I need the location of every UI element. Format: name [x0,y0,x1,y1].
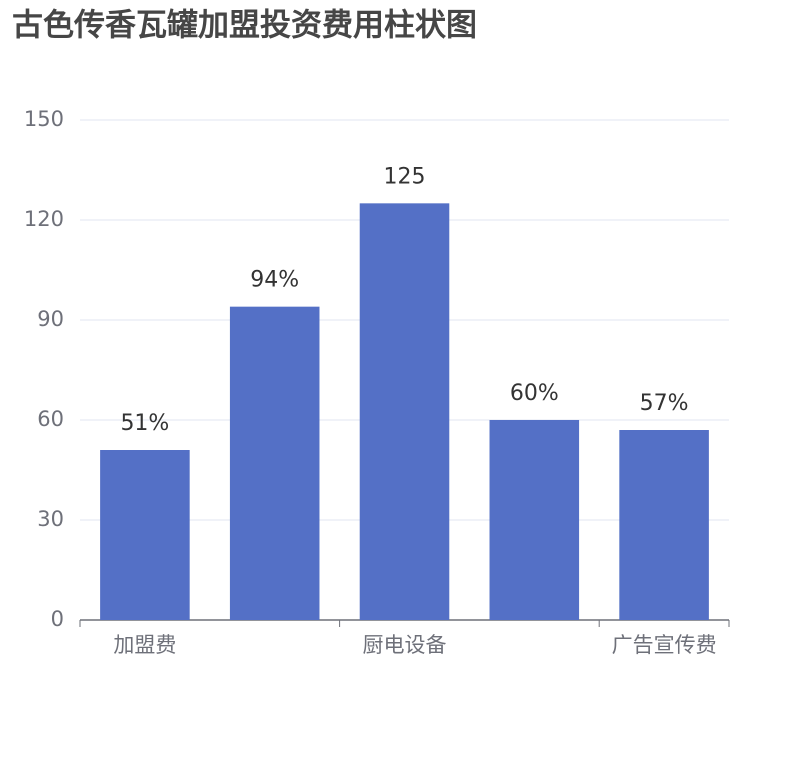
bar [489,420,580,620]
x-tick-label: 广告宣传费 [612,633,717,657]
y-tick-label: 30 [37,507,64,531]
y-tick-label: 0 [51,607,64,631]
value-label: 51% [120,411,169,436]
bar [100,450,190,620]
bar [619,430,709,620]
bar [229,306,320,620]
y-tick-label: 90 [37,307,64,331]
value-label: 57% [640,391,689,416]
value-label: 125 [384,164,426,189]
x-tick-label: 厨电设备 [363,633,447,657]
value-label: 60% [510,381,559,406]
bar [359,203,450,621]
value-label: 94% [250,268,299,293]
y-tick-label: 150 [24,107,64,131]
chart-title: 古色传香瓦罐加盟投资费用柱状图 [12,8,477,44]
x-tick-label: 加盟费 [113,633,176,657]
y-tick-label: 60 [37,407,64,431]
y-tick-label: 120 [24,207,64,231]
